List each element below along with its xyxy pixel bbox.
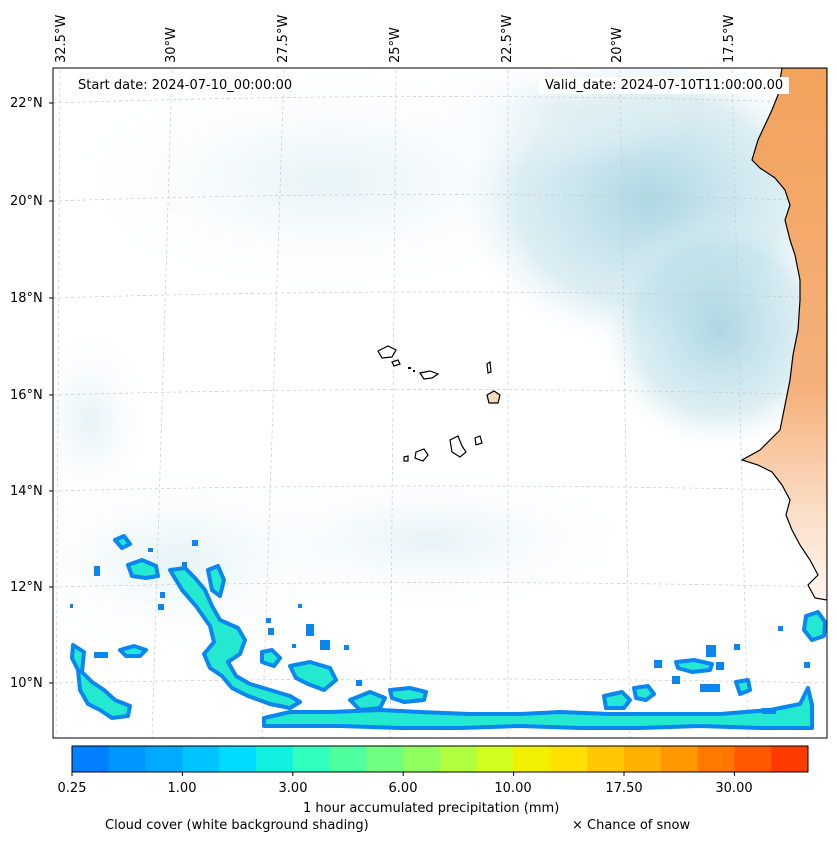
colorbar-tick-6: 30.00 — [715, 781, 753, 796]
colorbar-swatch — [366, 746, 404, 772]
precip-patch-cell-1 — [126, 558, 160, 580]
colorbar-swatch — [256, 746, 294, 772]
colorbar-tick-1: 1.00 — [167, 781, 197, 796]
cloud-cover-legend: Cloud cover (white background shading) — [105, 818, 369, 833]
island-sao-vicente — [391, 359, 401, 367]
colorbar-swatch — [329, 746, 367, 772]
colorbar-tick-3: 6.00 — [388, 781, 418, 796]
colorbar-swatch — [219, 746, 257, 772]
lon-label-27-5w: 27.5°W — [276, 14, 291, 63]
colorbar-swatch — [72, 746, 110, 772]
colorbar-swatch — [587, 746, 625, 772]
precip-patch-cell-2 — [113, 534, 132, 550]
colorbar-swatch — [182, 746, 220, 772]
cape-verde-islands — [377, 345, 501, 462]
lat-label-10n: 10°N — [10, 676, 43, 691]
colorbar-swatch — [624, 746, 662, 772]
valid-date-label: Valid_date: 2024-07-10T11:00:00.00 — [539, 77, 790, 94]
cloud-cover-west — [53, 330, 150, 510]
lat-label-12n: 12°N — [10, 580, 43, 595]
snow-legend: × Chance of snow — [572, 818, 691, 833]
colorbar-swatch — [476, 746, 515, 772]
graticule — [53, 69, 827, 738]
island-boa-vista — [486, 390, 501, 404]
lat-label-18n: 18°N — [10, 291, 43, 306]
lat-label-22n: 22°N — [10, 96, 43, 111]
island-fogo — [414, 448, 429, 462]
island-brava — [403, 455, 409, 462]
precip-patch-cell-4 — [118, 644, 148, 658]
start-date-label: Start date: 2024-07-10_00:00:00 — [72, 77, 299, 94]
colorbar — [71, 745, 809, 776]
lon-label-25w: 25°W — [388, 27, 403, 63]
lon-label-30w: 30°W — [164, 27, 179, 63]
small-islets — [408, 367, 415, 372]
precip-patch-cell-13 — [802, 610, 827, 642]
colorbar-label: 1 hour accumulated precipitation (mm) — [303, 801, 560, 816]
map-frame — [52, 67, 828, 739]
lon-label-17-5w: 17.5°W — [722, 14, 737, 63]
latitude-ticks — [49, 102, 53, 684]
colorbar-swatch — [771, 746, 809, 772]
precipitation-spots — [70, 540, 810, 714]
colorbar-tick-2: 3.00 — [278, 781, 308, 796]
precipitation-areas — [70, 534, 827, 730]
colorbar-swatch — [403, 746, 441, 772]
colorbar-swatch — [440, 746, 478, 772]
cloud-cover-coastal — [600, 210, 827, 450]
colorbar-swatch — [697, 746, 735, 772]
island-santiago — [449, 435, 467, 458]
island-sal — [486, 360, 492, 374]
precip-patch-cell-9 — [602, 690, 632, 710]
island-sao-nicolau — [419, 370, 440, 380]
island-maio — [474, 435, 483, 446]
precip-patch-cell-12 — [734, 678, 752, 696]
precip-band-south — [262, 686, 814, 730]
lat-label-20n: 20°N — [10, 194, 43, 209]
colorbar-frame — [71, 745, 809, 773]
colorbar-tick-4: 10.00 — [494, 781, 532, 796]
colorbar-tick-0: 0.25 — [57, 781, 87, 796]
lon-label-32-5w: 32.5°W — [54, 14, 69, 63]
colorbar-swatch — [108, 746, 147, 772]
precip-patch-cell-3 — [206, 564, 226, 598]
precip-patch-cell-6 — [288, 660, 338, 692]
cloud-cover-south — [230, 470, 630, 610]
colorbar-swatch — [734, 746, 772, 772]
colorbar-swatch — [145, 746, 183, 772]
precip-patch-cell-8 — [388, 686, 428, 704]
lon-label-20w: 20°W — [610, 27, 625, 63]
colorbar-swatch — [292, 746, 331, 772]
africa-coastline — [740, 68, 827, 601]
lat-label-14n: 14°N — [10, 484, 43, 499]
island-santo-antao — [377, 345, 397, 359]
precip-patch-cell-7 — [348, 690, 387, 712]
lon-label-22-5w: 22.5°W — [500, 14, 515, 63]
colorbar-swatch — [660, 746, 699, 772]
precip-patch-central — [168, 566, 302, 710]
lat-label-16n: 16°N — [10, 388, 43, 403]
precip-patch-cell-10 — [632, 684, 656, 702]
precip-patch-cell-11 — [674, 658, 714, 674]
colorbar-swatch — [550, 746, 588, 772]
precip-patch-cell-5 — [260, 648, 282, 668]
colorbar-tick-5: 17.50 — [605, 781, 643, 796]
precip-patch-west — [70, 643, 132, 720]
colorbar-swatch — [513, 746, 551, 772]
